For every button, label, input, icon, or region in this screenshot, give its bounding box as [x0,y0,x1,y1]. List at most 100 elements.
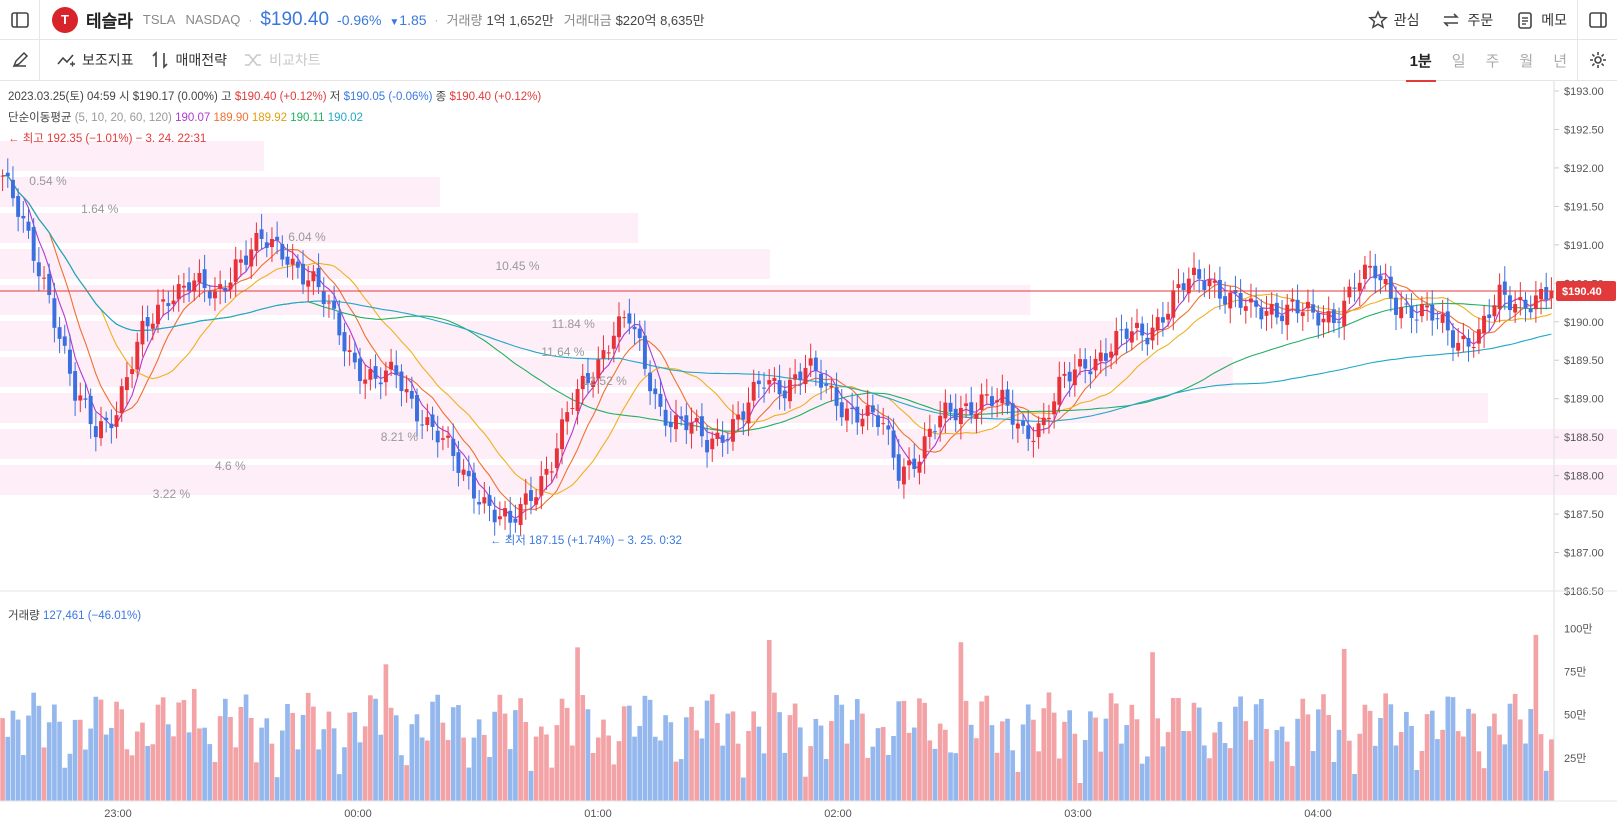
volume-bar [787,715,793,801]
candle-body [233,259,238,282]
volume-bar [88,728,93,801]
tab-period-1min[interactable]: 1분 [1405,50,1436,82]
strategy-button[interactable]: 매매전략 [150,50,227,70]
candle-body [238,259,243,263]
volume-legend-value: 127,461 (−46.01%) [42,610,142,622]
volume-bar [777,712,782,801]
volume-bar [570,745,575,801]
candle-body [1243,306,1248,311]
volume-bar [1005,718,1010,801]
volume-bar [98,699,104,801]
volume-bar [248,717,254,801]
sidebar-toggle-icon[interactable] [0,0,40,40]
candle-body [472,472,476,499]
memo-button[interactable]: 메모 [1515,10,1567,30]
candle-body [1440,314,1445,323]
volume-bar [725,713,731,801]
candle-body [528,490,533,501]
volume-bar [1357,733,1363,801]
volume-legend: 거래량 127,461 (−46.01%) [8,607,141,623]
tab-period-month[interactable]: 월 [1519,52,1534,70]
candle-body [321,290,326,305]
volume-bar [1020,724,1026,801]
watch-button[interactable]: 관심 [1367,10,1419,30]
volume-bar [684,717,689,801]
volume-bar [222,698,228,801]
candle-body [1269,304,1274,315]
volume-bar [1160,746,1166,801]
range-percent-label: 10.45 % [496,259,540,273]
candle-body [720,435,725,443]
volume-bar [409,724,415,801]
volume-bar [621,706,627,801]
volume-bar [1300,698,1306,801]
candle-body [1466,337,1471,347]
candle-body [1347,286,1352,298]
candle-body [565,412,570,422]
volume-bar [1476,751,1482,801]
volume-bar [197,728,202,801]
range-percent-label: 8.21 % [381,430,419,444]
candle-body [513,518,518,523]
volume-bar [1119,743,1124,801]
ma10-value: 189.90 [213,112,249,124]
pencil-icon[interactable] [0,40,40,80]
close-label: 종 [435,91,447,103]
candle-body [933,431,937,433]
candle-body [306,280,311,287]
right-panel-toggle-icon[interactable] [1577,0,1617,40]
candle-body [943,402,948,419]
range-percent-label: 1.64 % [81,202,119,216]
candle-body [1285,304,1290,325]
volume-bar [1186,731,1192,801]
candle-body [948,402,953,412]
volume-bar [1170,698,1176,801]
compare-button[interactable]: 비교차트 [243,50,321,70]
tab-period-week[interactable]: 주 [1485,52,1500,70]
volume-bar [1145,756,1150,801]
volume-bar [1124,725,1129,801]
price-chart[interactable]: $193.00 $192.50 $192.00 $191.50 $191.00 $190.… [0,81,1617,831]
indicators-button[interactable]: 보조지표 [56,50,134,70]
volume-bar [1113,703,1119,801]
volume-bar [1134,719,1140,801]
volume-bar [1409,725,1414,801]
candle-body [1233,289,1238,294]
y-tick-label: $193.00 [1564,86,1604,98]
candle-body [311,271,316,282]
candle-body [1067,371,1072,382]
candle-body [1000,389,1005,404]
volume-bar [176,702,182,801]
volume-bar [1202,745,1207,801]
candle-body [1145,337,1150,345]
candle-body [850,407,855,409]
order-button[interactable]: 주문 [1441,10,1493,30]
candle-body [57,327,62,339]
candle-body [1150,327,1155,341]
candle-body [808,358,813,366]
candle-body [731,419,735,442]
ma10-line [2,175,1552,511]
candle-body [316,267,321,288]
candle-body [456,452,461,473]
volume-bar [642,695,648,801]
settings-gear-icon[interactable] [1577,40,1617,80]
tab-period-year[interactable]: 년 [1553,52,1567,70]
open-value: $190.17 (0.00%) [132,91,218,103]
volume-bar [880,726,886,801]
candle-body [1114,330,1119,356]
volume-bar [481,734,487,801]
candle-body [1062,373,1067,376]
y-tick-label: $191.50 [1564,201,1604,213]
candle-body [145,317,150,327]
candle-body [829,385,834,388]
volume-bar [1103,718,1109,801]
candle-body [637,328,642,339]
volume-bar [1419,750,1425,801]
candle-body [767,380,772,385]
tab-period-day[interactable]: 일 [1451,52,1466,70]
candle-body [1461,335,1466,340]
candle-body [979,394,984,410]
volume-bar [399,755,404,801]
volume-bar [1274,730,1280,801]
